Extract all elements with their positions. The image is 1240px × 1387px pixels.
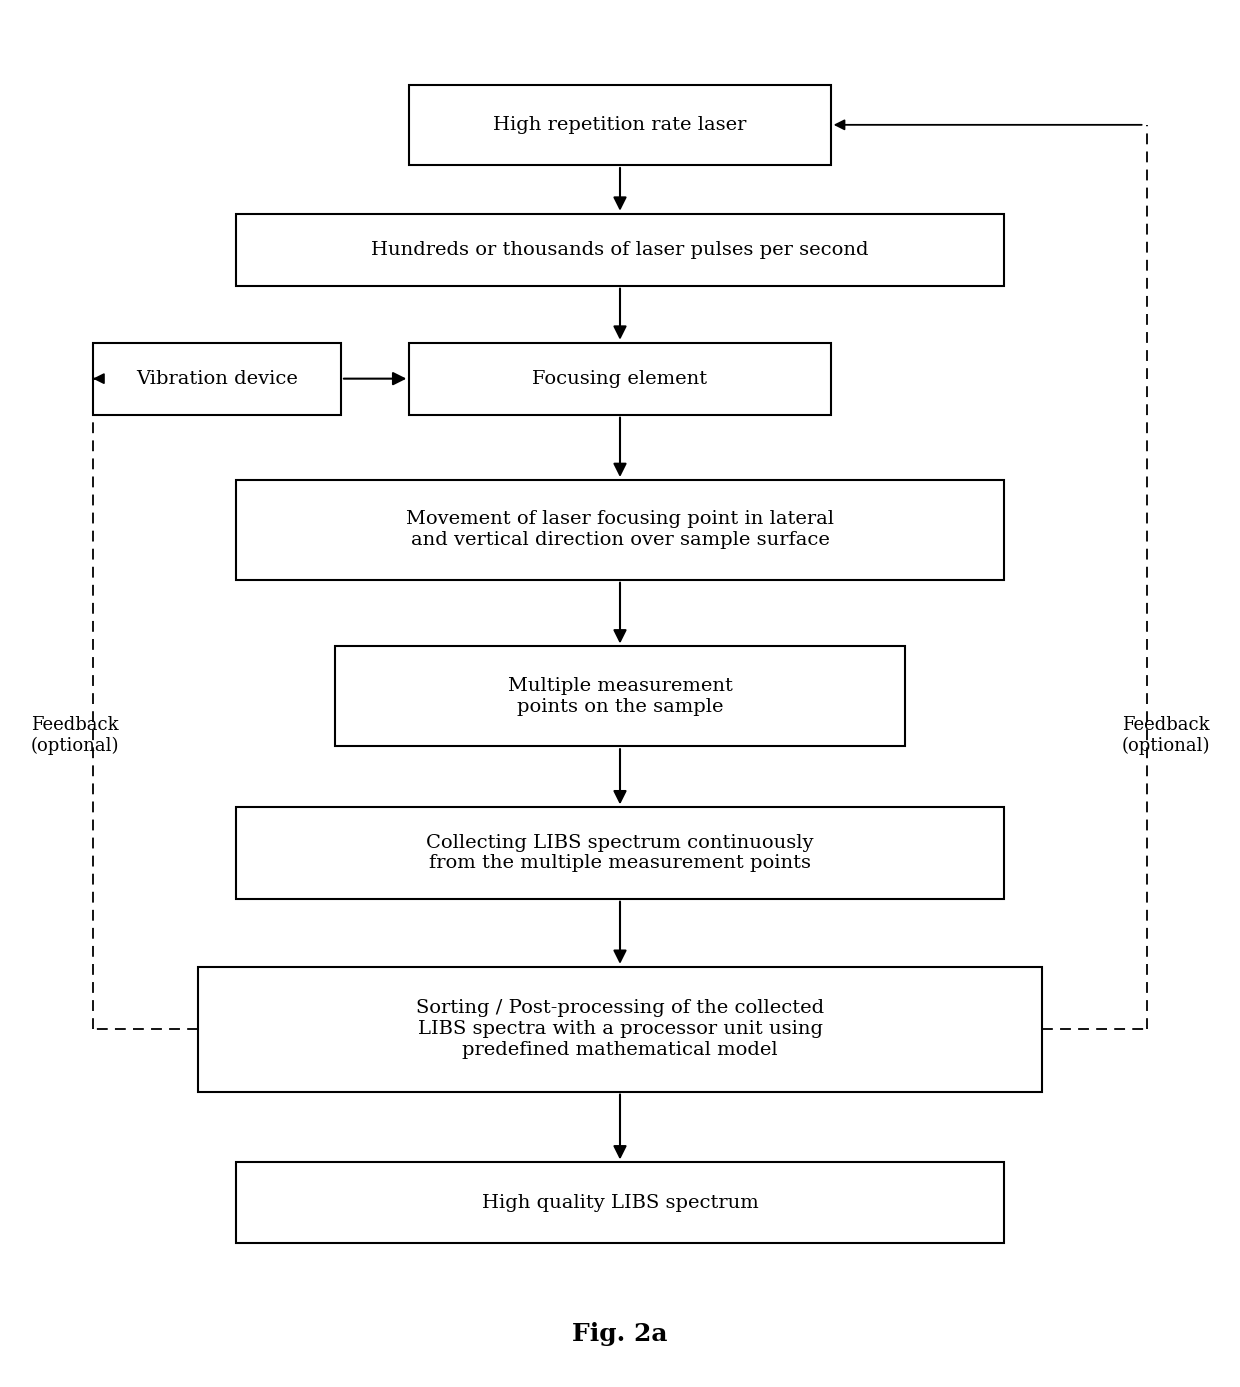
Bar xyxy=(409,343,831,415)
Bar xyxy=(198,967,1042,1092)
Bar xyxy=(236,807,1004,899)
Text: Focusing element: Focusing element xyxy=(532,370,708,387)
Text: Multiple measurement
points on the sample: Multiple measurement points on the sampl… xyxy=(507,677,733,716)
Text: Feedback
(optional): Feedback (optional) xyxy=(1121,716,1210,755)
Text: Movement of laser focusing point in lateral
and vertical direction over sample s: Movement of laser focusing point in late… xyxy=(405,510,835,549)
Text: Fig. 2a: Fig. 2a xyxy=(572,1322,668,1347)
Text: Feedback
(optional): Feedback (optional) xyxy=(30,716,119,755)
Text: Collecting LIBS spectrum continuously
from the multiple measurement points: Collecting LIBS spectrum continuously fr… xyxy=(427,834,813,872)
Bar xyxy=(236,1162,1004,1243)
Bar xyxy=(409,85,831,165)
Text: High repetition rate laser: High repetition rate laser xyxy=(494,117,746,133)
Text: Hundreds or thousands of laser pulses per second: Hundreds or thousands of laser pulses pe… xyxy=(371,241,869,258)
Bar xyxy=(93,343,341,415)
Text: High quality LIBS spectrum: High quality LIBS spectrum xyxy=(481,1194,759,1211)
Text: Sorting / Post-processing of the collected
LIBS spectra with a processor unit us: Sorting / Post-processing of the collect… xyxy=(415,1000,825,1058)
Text: Vibration device: Vibration device xyxy=(136,370,298,387)
Bar xyxy=(236,214,1004,286)
Bar xyxy=(335,646,905,746)
Bar xyxy=(236,480,1004,580)
